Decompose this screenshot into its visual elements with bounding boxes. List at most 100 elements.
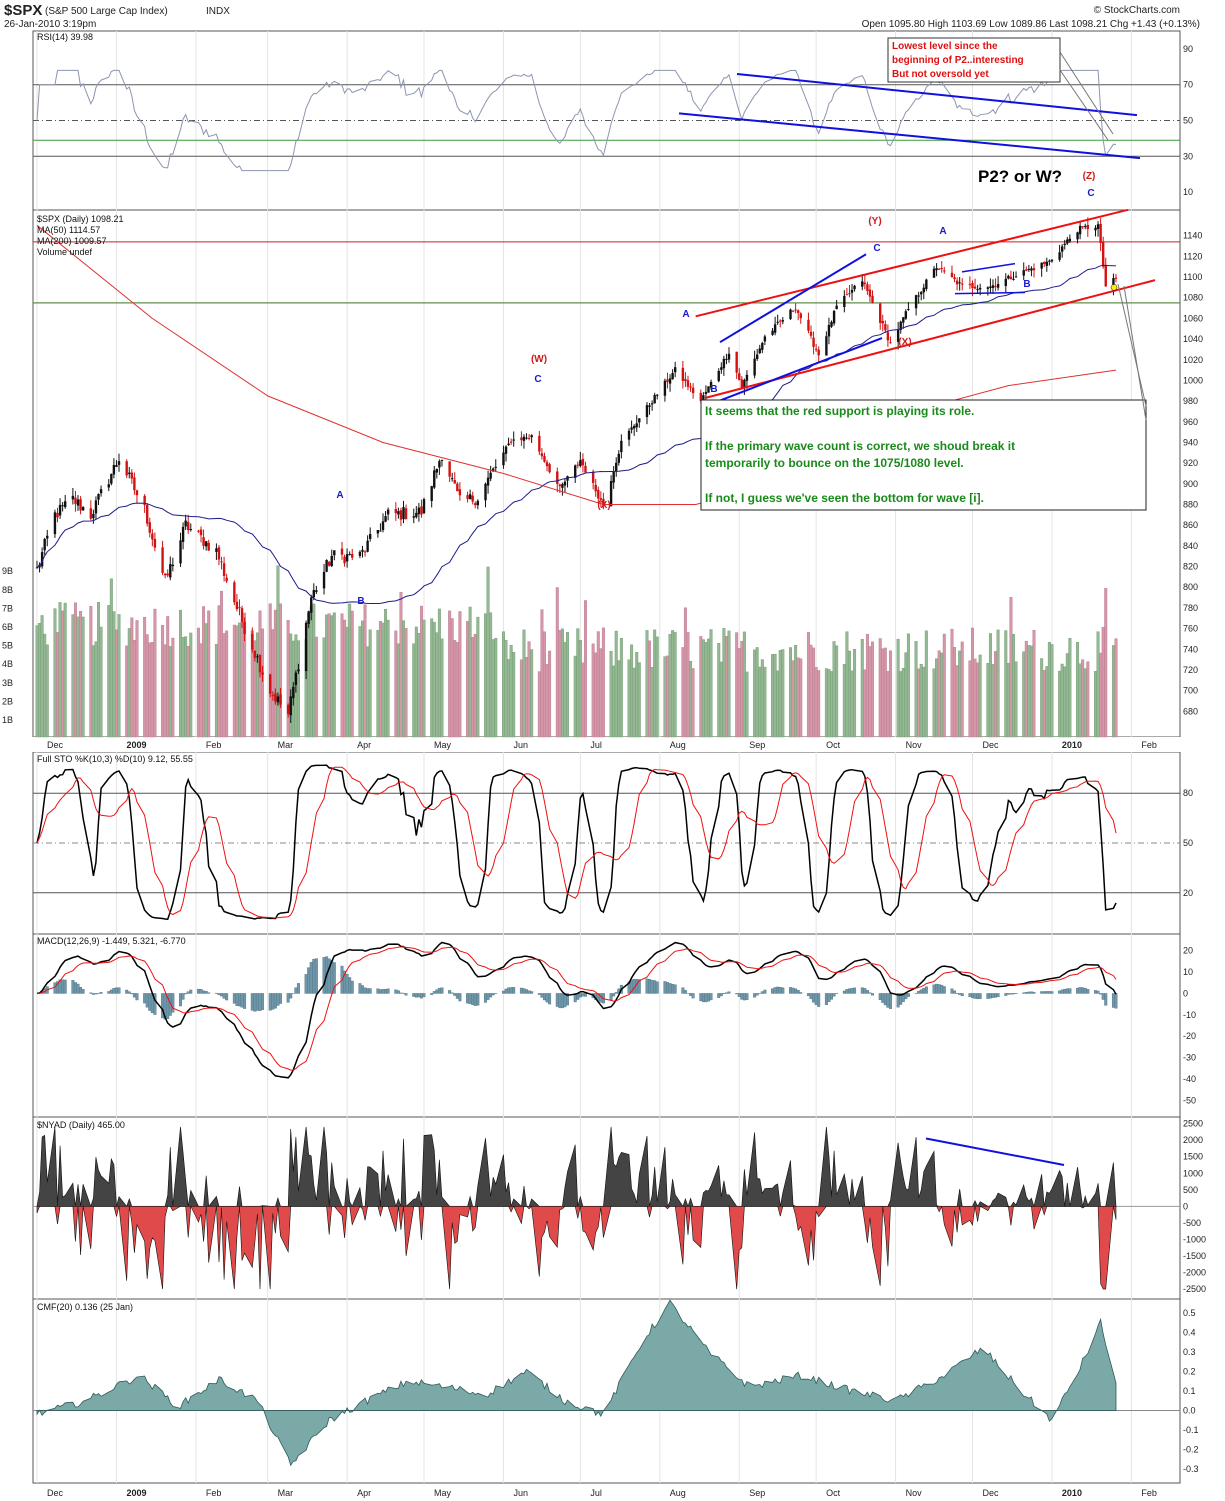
price-candle	[1014, 276, 1018, 278]
volume-bar	[255, 632, 259, 738]
price-candle	[217, 547, 221, 560]
macd-histogram-bar	[555, 993, 559, 1007]
volume-bar	[91, 645, 95, 738]
price-candle	[233, 582, 236, 603]
macd-histogram-bar	[204, 990, 208, 994]
volume-bar	[794, 645, 798, 738]
price-candle	[258, 654, 262, 673]
month-tick-top: Dec	[47, 740, 64, 750]
volume-bar	[507, 659, 511, 738]
price-candle	[817, 349, 820, 356]
volume-bar	[314, 636, 318, 738]
volume-bar	[1024, 640, 1028, 738]
price-candle	[468, 494, 472, 500]
price-tick: 1100	[1183, 272, 1202, 282]
price-candle	[322, 571, 326, 589]
volume-bar	[114, 629, 118, 738]
macd-histogram-bar	[358, 983, 362, 994]
price-candle	[920, 292, 923, 295]
price-candle	[845, 294, 849, 296]
volume-bar	[309, 606, 313, 738]
price-candle	[269, 674, 272, 694]
price-candle	[673, 367, 677, 373]
macd-histogram-bar	[450, 992, 454, 994]
price-candle	[996, 284, 1000, 288]
price-candle	[135, 490, 139, 496]
price-candle	[576, 464, 579, 466]
last-price-marker	[1110, 284, 1118, 291]
macd-histogram-bar	[1058, 990, 1062, 994]
macd-histogram-bar	[289, 993, 293, 999]
macd-histogram-bar	[942, 986, 946, 994]
price-candle	[74, 497, 77, 504]
volume-bar	[271, 629, 275, 738]
month-tick-top: 2009	[126, 740, 146, 750]
price-tick: 1040	[1183, 334, 1203, 344]
macd-histogram-bar	[363, 987, 367, 994]
volume-bar	[361, 620, 364, 738]
macd-histogram-bar	[735, 993, 739, 995]
price-candle	[430, 486, 433, 501]
volume-bar	[814, 667, 818, 738]
volume-bar	[937, 650, 941, 738]
price-candle	[348, 554, 351, 556]
price-candle	[599, 498, 603, 500]
volume-bar	[1045, 666, 1049, 738]
macd-histogram-bar	[1024, 992, 1028, 994]
volume-bar	[453, 640, 457, 738]
price-candle	[94, 500, 98, 514]
price-candle	[627, 430, 631, 440]
price-candle	[968, 284, 972, 286]
volume-bar	[448, 610, 452, 738]
price-candle	[932, 268, 936, 278]
price-candle	[1066, 239, 1069, 244]
price-candle	[1068, 238, 1072, 242]
wave-label: A	[939, 226, 946, 237]
volume-bar	[835, 645, 839, 738]
month-tick-bottom: Dec	[47, 1488, 64, 1498]
month-tick-top: Mar	[278, 740, 294, 750]
volume-bar	[94, 641, 98, 738]
price-candle	[35, 567, 39, 569]
price-candle	[525, 437, 528, 439]
macd-histogram-bar	[294, 987, 298, 994]
price-candle	[345, 554, 349, 562]
index-name: (S&P 500 Large Cap Index)	[45, 6, 168, 17]
volume-bar	[325, 614, 329, 738]
macd-histogram-bar	[1101, 993, 1105, 1000]
price-tick: 760	[1183, 624, 1198, 634]
price-candle	[179, 540, 182, 564]
macd-histogram-bar	[922, 988, 926, 994]
macd-histogram-bar	[1027, 991, 1031, 994]
volume-bar	[38, 623, 42, 738]
volume-bar	[614, 630, 618, 738]
price-candle	[950, 272, 954, 278]
volume-bar	[724, 635, 728, 738]
price-candle	[225, 577, 228, 582]
volume-bar	[735, 632, 739, 738]
price-candle	[415, 512, 418, 518]
macd-histogram-bar	[1032, 991, 1036, 994]
price-candle	[1086, 224, 1090, 230]
macd-histogram-bar	[1078, 987, 1082, 994]
macd-histogram-bar	[522, 988, 526, 994]
volume-bar	[345, 626, 349, 738]
volume-bar	[276, 565, 280, 738]
macd-histogram-bar	[504, 988, 508, 994]
volume-legend: Volume undef	[37, 247, 93, 257]
volume-bar	[973, 658, 977, 738]
price-candle	[76, 499, 80, 506]
nyad-tick: 1000	[1183, 1168, 1203, 1178]
price-candle	[850, 289, 854, 293]
macd-histogram-bar	[609, 993, 613, 1000]
macd-histogram-bar	[181, 993, 185, 1000]
macd-histogram-bar	[1045, 991, 1049, 994]
cmf-plot	[36, 1299, 1117, 1467]
price-candle	[489, 472, 492, 479]
macd-histogram-bar	[386, 988, 390, 994]
cmf-tick: 0.0	[1183, 1406, 1196, 1416]
volume-bar	[489, 612, 493, 738]
volume-bar	[806, 632, 810, 738]
macd-histogram-bar	[430, 993, 434, 995]
volume-bar	[648, 640, 652, 738]
